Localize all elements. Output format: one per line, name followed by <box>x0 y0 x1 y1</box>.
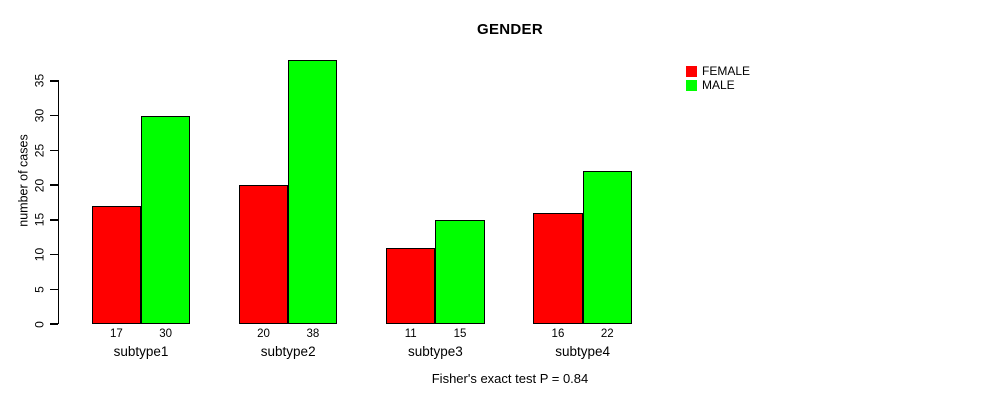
y-tick-mark <box>49 253 58 256</box>
bar-male-subtype2 <box>288 59 338 324</box>
y-tick-label: 20 <box>32 178 47 192</box>
y-axis-label: number of cases <box>16 133 31 227</box>
y-tick-mark <box>49 323 58 325</box>
bar-male-subtype4 <box>582 171 632 324</box>
y-tick-label: 0 <box>32 320 47 328</box>
category-label-subtype3: subtype3 <box>407 343 463 359</box>
category-label-subtype1: subtype1 <box>113 343 169 359</box>
bar-value-label: 38 <box>306 327 320 340</box>
category-label-subtype2: subtype2 <box>260 343 316 359</box>
bar-value-label: 20 <box>257 327 270 340</box>
bar-male-subtype1 <box>141 115 191 324</box>
y-tick-mark <box>49 149 58 151</box>
bar-female-subtype1 <box>91 205 141 324</box>
bar-value-label: 15 <box>453 327 467 340</box>
bar-value-label: 16 <box>551 327 565 340</box>
y-tick-label: 30 <box>32 108 47 123</box>
y-tick-mark <box>49 219 58 221</box>
y-tick-label: 25 <box>32 143 47 157</box>
y-tick-mark <box>49 288 58 290</box>
legend-label: FEMALE <box>702 64 751 78</box>
legend-swatch-icon <box>686 79 697 91</box>
legend-label: MALE <box>702 77 735 92</box>
y-axis-line <box>57 80 59 325</box>
legend-item-male: MALE <box>686 77 750 92</box>
y-tick-mark <box>49 114 58 117</box>
annotation-fisher-test: Fisher's exact test P = 0.84 <box>431 371 589 386</box>
bar-value-label: 11 <box>404 327 417 340</box>
y-tick-label: 5 <box>32 285 47 293</box>
legend-item-female: FEMALE <box>686 64 751 78</box>
legend: FEMALE MALE <box>686 64 751 93</box>
bar-male-subtype3 <box>435 219 485 324</box>
y-tick-label: 15 <box>32 213 47 227</box>
bar-value-label: 17 <box>109 327 123 340</box>
category-label-subtype4: subtype4 <box>555 343 610 359</box>
bar-female-subtype4 <box>533 212 583 324</box>
bar-female-subtype3 <box>386 247 436 324</box>
y-tick-mark <box>49 184 58 186</box>
bar-value-label: 30 <box>159 327 173 340</box>
chart-title: GENDER <box>477 21 543 38</box>
y-tick-label: 10 <box>32 247 47 262</box>
bar-value-label: 22 <box>600 327 614 340</box>
legend-swatch-icon <box>686 66 697 77</box>
y-tick-label: 35 <box>32 74 47 88</box>
bar-female-subtype2 <box>238 185 289 324</box>
y-tick-mark <box>49 80 58 82</box>
